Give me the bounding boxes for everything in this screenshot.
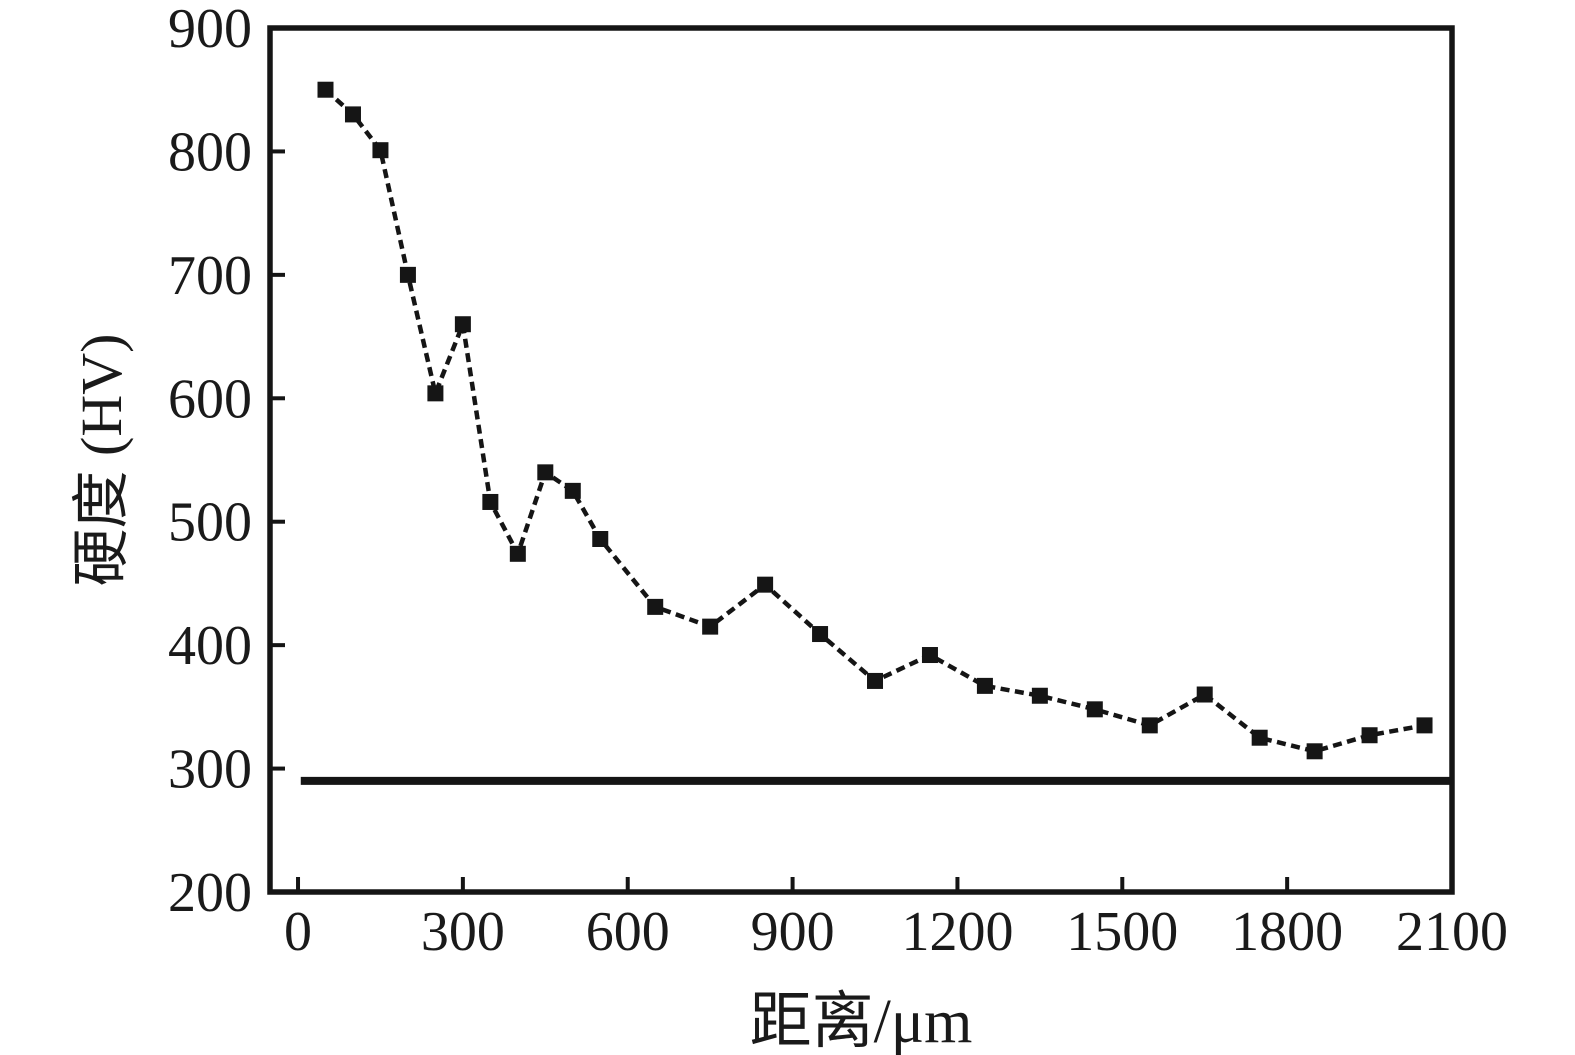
hardness-profile-marker (1196, 686, 1213, 703)
y-tick-label: 400 (168, 615, 252, 677)
data-series-layer (317, 81, 1433, 760)
hardness-profile-marker (1306, 743, 1323, 760)
tick-label-layer: 0 300 600 900 1200 1500 1800 2100 200 300 400 500 60… (168, 0, 1508, 963)
hardness-profile-marker (757, 576, 774, 593)
hardness-profile-marker (812, 626, 829, 643)
hardness-profile-marker (702, 618, 719, 635)
y-tick-label: 700 (168, 245, 252, 307)
hardness-profile-marker (317, 81, 334, 98)
axes-layer (267, 25, 1455, 895)
hardness-profile-marker (344, 106, 361, 123)
hardness-profile-marker (564, 482, 581, 499)
hardness-profile-marker (482, 493, 499, 510)
hardness-profile-marker (921, 647, 938, 664)
hardness-profile-marker (1031, 687, 1048, 704)
hardness-profile-marker (647, 598, 664, 615)
hardness-profile-marker (454, 316, 471, 333)
hardness-profile-marker (592, 530, 609, 547)
y-tick-label: 300 (168, 739, 252, 801)
hardness-profile-marker (509, 545, 526, 562)
plot-border (267, 25, 1455, 895)
x-tick-label: 300 (421, 901, 505, 963)
hardness-profile-marker (399, 266, 416, 283)
x-tick-label: 1500 (1066, 901, 1178, 963)
y-tick-label: 900 (168, 0, 252, 60)
y-tick-label: 800 (168, 121, 252, 183)
x-tick-label: 2100 (1396, 901, 1508, 963)
hardness-profile-marker (1416, 717, 1433, 734)
hardness-profile-marker (1361, 727, 1378, 744)
x-tick-label: 900 (751, 901, 835, 963)
hardness-profile-marker (537, 464, 554, 481)
x-axis-title: 距离/μm (750, 988, 973, 1055)
hardness-profile-marker (1251, 729, 1268, 746)
y-tick-label: 200 (168, 862, 252, 924)
y-axis-title: 硬度 (HV) (69, 334, 134, 587)
y-tick-label: 600 (168, 368, 252, 430)
hardness-profile-marker (372, 142, 389, 159)
hardness-profile-line (323, 88, 1425, 754)
x-tick-label: 1200 (901, 901, 1013, 963)
hardness-profile-marker (1086, 701, 1103, 718)
hardness-profile-marker (427, 385, 444, 402)
hardness-profile-marker (1141, 717, 1158, 734)
x-tick-label: 1800 (1231, 901, 1343, 963)
y-tick-label: 500 (168, 492, 252, 554)
x-tick-label: 0 (284, 901, 312, 963)
x-tick-label: 600 (586, 901, 670, 963)
hardness-profile-marker (976, 677, 993, 694)
hardness-profile-marker (867, 672, 884, 689)
